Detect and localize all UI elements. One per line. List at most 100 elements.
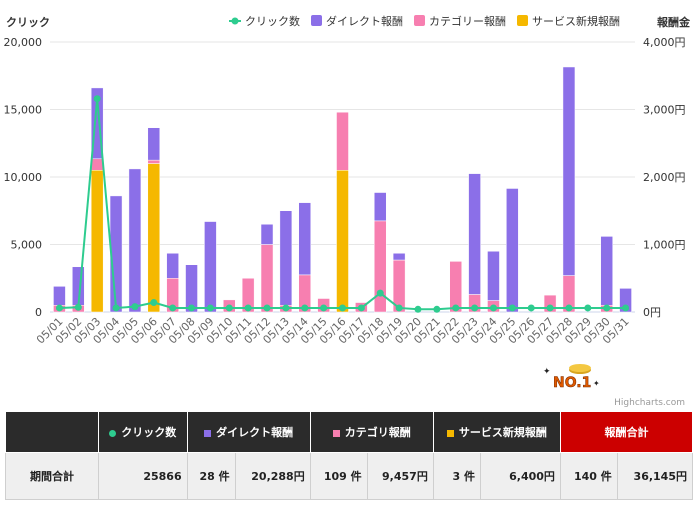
bar-segment[interactable]	[298, 202, 312, 276]
left-tick-label: 0	[35, 306, 42, 319]
click-line	[55, 95, 630, 313]
bar-segment[interactable]	[90, 158, 104, 171]
click-dot-icon	[109, 429, 117, 437]
click-point[interactable]	[508, 304, 516, 312]
click-point[interactable]	[339, 304, 346, 312]
direct-amount: 20,288円	[234, 452, 311, 500]
click-point[interactable]	[263, 304, 271, 312]
click-point[interactable]	[225, 304, 233, 312]
row-label: 期間合計	[5, 452, 99, 500]
bar-segment[interactable]	[185, 264, 198, 313]
bar-segment[interactable]	[468, 173, 481, 295]
click-point[interactable]	[603, 304, 611, 312]
legend-item-label[interactable]: ダイレクト報酬	[326, 14, 403, 28]
bar-segment[interactable]	[449, 261, 462, 313]
bar-segment[interactable]	[392, 253, 406, 261]
click-point[interactable]	[546, 304, 554, 312]
click-point[interactable]	[93, 95, 101, 103]
credits[interactable]: Highcharts.com	[614, 398, 685, 408]
category-count: 109 件	[309, 452, 368, 500]
click-point[interactable]	[489, 304, 497, 312]
direct-square-icon	[204, 429, 212, 437]
click-point[interactable]	[282, 304, 290, 312]
left-tick-label: 10,000	[4, 171, 43, 184]
click-point[interactable]	[433, 305, 441, 313]
bar-segment[interactable]	[147, 127, 161, 161]
bar-segment[interactable]	[260, 224, 274, 245]
left-tick-label: 15,000	[4, 104, 43, 117]
bar-segment[interactable]	[241, 278, 255, 313]
click-point[interactable]	[376, 289, 384, 297]
header-category: カテゴリ報酬	[309, 411, 434, 453]
bar-segment[interactable]	[90, 170, 104, 313]
svg-text:✦: ✦	[543, 367, 551, 377]
legend-square-icon	[311, 15, 322, 26]
legend-item-label[interactable]: カテゴリー報酬	[429, 14, 506, 28]
click-point[interactable]	[320, 304, 328, 312]
click-point[interactable]	[471, 304, 479, 312]
right-tick-label: 4,000円	[643, 36, 686, 49]
right-tick-label: 1,000円	[643, 239, 686, 252]
badge-text: NO.1	[553, 375, 591, 391]
bar-segment[interactable]	[336, 170, 349, 313]
service-square-icon	[446, 429, 454, 437]
right-tick-label: 3,000円	[643, 104, 686, 117]
bar-segment[interactable]	[147, 163, 161, 313]
click-point[interactable]	[584, 304, 592, 312]
click-point[interactable]	[565, 304, 573, 312]
header-service: サービス新規報酬	[432, 411, 561, 453]
click-point[interactable]	[131, 303, 139, 311]
click-point[interactable]	[452, 304, 460, 312]
click-point[interactable]	[244, 304, 252, 312]
service-count: 3 件	[432, 452, 481, 500]
click-point[interactable]	[206, 304, 214, 312]
bar-segment[interactable]	[336, 111, 349, 171]
bar-segment[interactable]	[204, 221, 217, 313]
bar-segment[interactable]	[128, 168, 142, 313]
left-tick-label: 5,000	[11, 239, 43, 252]
legend-square-icon	[414, 15, 425, 26]
summary-header-row: クリック数 ダイレクト報酬 カテゴリ報酬 サービス新規報酬 報酬合計	[5, 411, 694, 453]
summary-corner	[5, 411, 99, 453]
bar-segment[interactable]	[506, 188, 519, 313]
legend-item-label[interactable]: クリック数	[245, 15, 300, 28]
left-tick-label: 20,000	[4, 36, 43, 49]
bar-segment[interactable]	[260, 244, 274, 313]
click-point[interactable]	[357, 304, 365, 312]
bar-segment[interactable]	[487, 251, 500, 301]
bar-segment[interactable]	[147, 159, 161, 164]
click-point[interactable]	[74, 303, 82, 311]
click-point[interactable]	[150, 299, 158, 307]
summary-data-row: 期間合計 25866 28 件 20,288円 109 件 9,457円 3 件…	[5, 452, 694, 500]
click-point[interactable]	[622, 304, 630, 312]
left-axis-labels: 0 5,000 10,000 15,000 20,000	[4, 36, 43, 319]
click-point[interactable]	[55, 304, 63, 312]
click-point[interactable]	[112, 304, 120, 312]
legend-square-icon	[517, 15, 528, 26]
bars	[53, 66, 632, 313]
chart: クリック 報酬金 クリック数 ダイレクト報酬 カテゴリー報酬 サービス新規報酬 0 5,…	[4, 14, 691, 347]
bar-segment[interactable]	[166, 253, 179, 279]
x-axis-labels: 05/0105/0205/0305/0405/0505/0605/0705/08…	[34, 315, 632, 347]
header-clicks: クリック数	[98, 411, 188, 453]
right-axis-title: 報酬金	[657, 15, 691, 29]
bar-segment[interactable]	[562, 66, 576, 276]
clicks-value: 25866	[98, 452, 188, 500]
bar-segment[interactable]	[53, 286, 66, 306]
click-point[interactable]	[414, 305, 422, 313]
bar-segment[interactable]	[600, 236, 613, 306]
click-point[interactable]	[188, 304, 196, 312]
bar-segment[interactable]	[373, 220, 387, 313]
total-amount: 36,145円	[616, 452, 694, 500]
category-square-icon	[332, 429, 340, 437]
legend-item-label[interactable]: サービス新規報酬	[532, 14, 620, 28]
summary-table: クリック数 ダイレクト報酬 カテゴリ報酬 サービス新規報酬 報酬合計 期間合計 …	[5, 411, 694, 500]
click-point[interactable]	[527, 304, 535, 312]
click-point[interactable]	[395, 304, 403, 312]
bar-segment[interactable]	[619, 288, 632, 313]
click-point[interactable]	[169, 304, 177, 312]
bar-segment[interactable]	[373, 192, 387, 222]
svg-text:✦: ✦	[593, 379, 600, 388]
bar-segment[interactable]	[279, 210, 293, 306]
click-point[interactable]	[301, 304, 309, 312]
